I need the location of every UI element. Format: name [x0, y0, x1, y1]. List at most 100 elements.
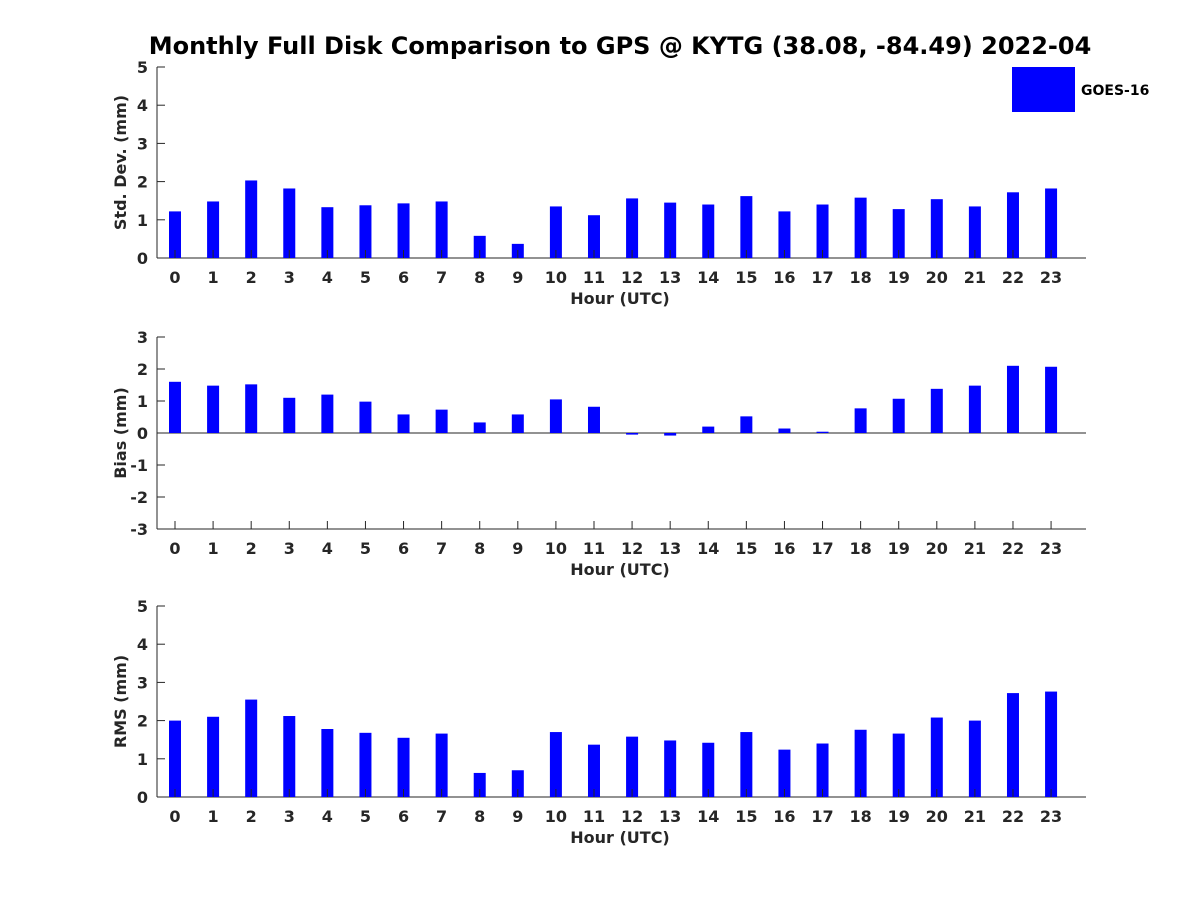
x-tick-label: 23: [1040, 268, 1062, 287]
x-tick-label: 16: [773, 539, 795, 558]
x-tick-label: 10: [545, 539, 567, 558]
bar-hour-15: [740, 196, 753, 258]
x-tick-label: 22: [1002, 268, 1024, 287]
bar-hour-8: [473, 235, 486, 258]
bar-hour-17: [816, 431, 829, 433]
bar-hour-20: [930, 199, 943, 258]
x-tick-label: 16: [773, 807, 795, 826]
bar-hour-1: [207, 716, 220, 797]
x-tick-label: 8: [474, 539, 485, 558]
x-tick-label: 17: [811, 268, 833, 287]
x-tick-label: 5: [360, 539, 371, 558]
x-tick-label: 15: [735, 807, 757, 826]
y-axis-label: Bias (mm): [111, 387, 130, 479]
bar-hour-10: [549, 206, 562, 258]
y-tick-label: 4: [137, 96, 148, 115]
x-tick-label: 3: [284, 268, 295, 287]
x-tick-label: 23: [1040, 807, 1062, 826]
bar-hour-20: [930, 717, 943, 797]
bar-hour-15: [740, 416, 753, 433]
bar-hour-8: [473, 422, 486, 433]
bar-hour-21: [968, 720, 981, 797]
bar-hour-8: [473, 772, 486, 797]
x-tick-label: 22: [1002, 539, 1024, 558]
y-tick-label: 1: [137, 392, 148, 411]
bar-hour-2: [245, 180, 258, 258]
x-tick-label: 4: [322, 268, 333, 287]
bar-hour-22: [1006, 693, 1019, 797]
bar-hour-6: [397, 414, 410, 433]
legend-label: GOES-16: [1081, 83, 1149, 99]
x-tick-label: 11: [583, 268, 605, 287]
x-tick-label: 20: [926, 268, 948, 287]
bar-hour-13: [664, 433, 677, 436]
x-tick-label: 10: [545, 268, 567, 287]
x-tick-label: 11: [583, 539, 605, 558]
bar-hour-1: [207, 385, 220, 433]
bar-hour-19: [892, 733, 905, 797]
bar-hour-12: [626, 433, 639, 435]
bar-hour-22: [1006, 192, 1019, 258]
x-tick-label: 13: [659, 807, 681, 826]
x-tick-label: 20: [926, 539, 948, 558]
bar-hour-23: [1045, 691, 1058, 797]
bar-hour-2: [245, 384, 258, 433]
bar-hour-2: [245, 699, 258, 797]
x-tick-label: 9: [512, 807, 523, 826]
x-tick-label: 16: [773, 268, 795, 287]
x-tick-label: 8: [474, 807, 485, 826]
x-tick-label: 4: [322, 539, 333, 558]
x-tick-label: 15: [735, 268, 757, 287]
x-tick-label: 14: [697, 268, 719, 287]
bar-hour-5: [359, 732, 372, 797]
bar-hour-3: [283, 397, 296, 433]
x-tick-label: 8: [474, 268, 485, 287]
x-tick-label: 18: [849, 268, 871, 287]
bar-hour-19: [892, 398, 905, 433]
x-tick-label: 21: [964, 539, 986, 558]
x-tick-label: 7: [436, 268, 447, 287]
x-tick-label: 15: [735, 539, 757, 558]
x-tick-label: 12: [621, 807, 643, 826]
x-tick-label: 23: [1040, 539, 1062, 558]
bar-hour-12: [626, 736, 639, 797]
y-tick-label: 4: [137, 635, 148, 654]
bar-hour-10: [549, 399, 562, 433]
bar-hour-22: [1006, 365, 1019, 433]
bar-hour-16: [778, 749, 791, 797]
bar-hour-16: [778, 211, 791, 258]
x-tick-label: 18: [849, 539, 871, 558]
bar-hour-23: [1045, 366, 1058, 433]
y-tick-label: 5: [137, 597, 148, 616]
x-tick-label: 21: [964, 268, 986, 287]
y-tick-label: 1: [137, 211, 148, 230]
bar-hour-13: [664, 202, 677, 258]
x-tick-label: 12: [621, 539, 643, 558]
x-tick-label: 13: [659, 268, 681, 287]
bar-hour-1: [207, 201, 220, 258]
bar-hour-12: [626, 198, 639, 258]
bar-hour-21: [968, 206, 981, 258]
x-tick-label: 17: [811, 539, 833, 558]
bar-hour-16: [778, 428, 791, 433]
x-tick-label: 10: [545, 807, 567, 826]
x-tick-label: 5: [360, 268, 371, 287]
bar-hour-14: [702, 426, 715, 433]
bar-hour-4: [321, 729, 334, 797]
bar-hour-0: [169, 720, 181, 797]
x-tick-label: 21: [964, 807, 986, 826]
x-tick-label: 17: [811, 807, 833, 826]
x-tick-label: 9: [512, 268, 523, 287]
x-tick-label: 7: [436, 807, 447, 826]
bar-hour-7: [435, 409, 448, 433]
bar-hour-4: [321, 207, 334, 258]
y-axis-label: Std. Dev. (mm): [111, 95, 130, 230]
bar-hour-9: [511, 770, 524, 797]
bar-hour-6: [397, 737, 410, 797]
y-tick-label: 5: [137, 58, 148, 77]
bar-hour-17: [816, 204, 829, 258]
